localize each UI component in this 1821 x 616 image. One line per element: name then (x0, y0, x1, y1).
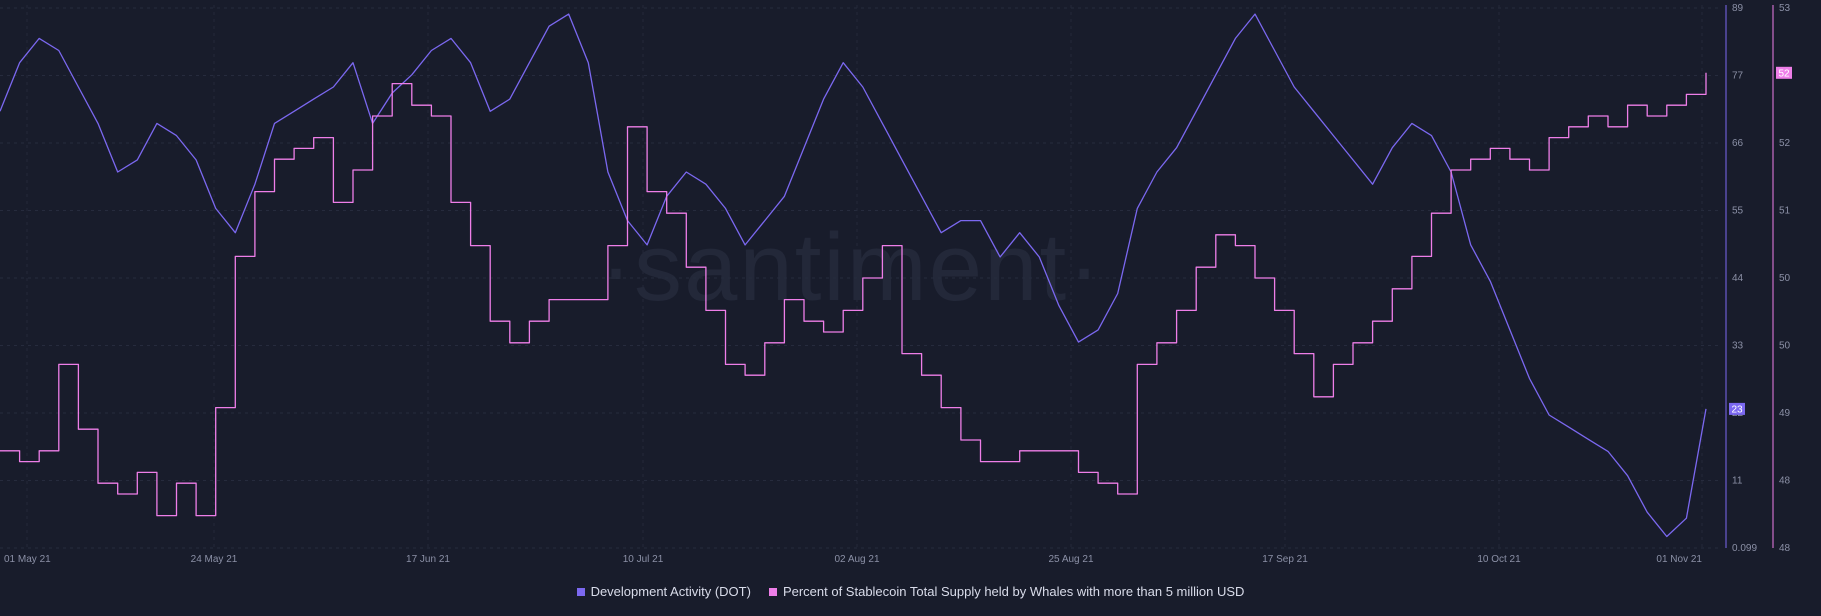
watermark: ·santiment· (600, 214, 1102, 321)
right-axis-tick-label: 48 (1779, 476, 1791, 487)
series-line-0[interactable] (0, 13, 1707, 538)
x-axis-ticks: 01 May 21 24 May 21 17 Jun 21 10 Jul 21 02 A… (4, 554, 1702, 565)
right-axis-tick-label: 51 (1779, 206, 1791, 217)
x-axis-tick-label: 01 May 21 (4, 554, 51, 565)
right-axis-ticks: 53 52 52 51 50 50 49 48 48 (1779, 3, 1791, 554)
right-axis-tick-label: 53 (1779, 3, 1791, 14)
legend-label-development-activity: Development Activity (DOT) (590, 584, 751, 599)
legend-label-stablecoin-whales: Percent of Stablecoin Total Supply held … (782, 584, 1245, 599)
x-axis-tick-label: 25 Aug 21 (1048, 554, 1093, 565)
x-axis-tick-label: 01 Nov 21 (1656, 554, 1702, 565)
legend: Development Activity (DOT) Percent of St… (0, 584, 1821, 599)
current-value-badge-1 (1776, 66, 1792, 79)
left-axis-tick-label: 44 (1732, 273, 1744, 284)
x-axis-tick-label: 10 Jul 21 (623, 554, 664, 565)
left-axis-tick-label: 77 (1732, 71, 1744, 82)
left-axis-tick-label: 55 (1732, 206, 1744, 217)
series-group (0, 13, 1707, 538)
left-axis-tick-label: 33 (1732, 341, 1744, 352)
legend-item-development-activity[interactable]: Development Activity (DOT) (576, 584, 751, 599)
x-axis-tick-label: 10 Oct 21 (1477, 554, 1521, 565)
left-axis-tick-label: 11 (1732, 476, 1743, 487)
series-line-1[interactable] (0, 72, 1707, 517)
right-axis-tick-label: 48 (1779, 543, 1791, 554)
current-value-label-1: 52 (1778, 68, 1790, 79)
legend-item-stablecoin-whales[interactable]: Percent of Stablecoin Total Supply held … (768, 584, 1245, 599)
legend-swatch-development-activity (576, 587, 585, 596)
chart-area: ·santiment· 01 May 21 24 May 21 17 Jun 21 1… (0, 3, 1792, 565)
grid-lines (0, 5, 1722, 549)
x-axis-tick-label: 17 Jun 21 (406, 554, 450, 565)
right-axis-tick-label: 52 (1779, 138, 1791, 149)
x-axis-tick-label: 02 Aug 21 (834, 554, 879, 565)
left-axis-ticks: 89776655443322110.099 (1732, 3, 1757, 554)
left-axis-tick-label: 89 (1732, 3, 1744, 14)
x-axis-tick-label: 24 May 21 (191, 554, 238, 565)
current-value-label-0: 23 (1731, 404, 1743, 415)
x-axis-tick-label: 17 Sep 21 (1262, 554, 1308, 565)
current-value-badge-0 (1729, 402, 1745, 415)
right-axis-tick-label: 50 (1779, 273, 1791, 284)
right-axis-tick-label: 50 (1779, 341, 1791, 352)
left-axis-tick-label: 66 (1732, 138, 1744, 149)
left-axis-tick-label: 0.099 (1732, 543, 1757, 554)
current-value-badges: 23 52 (1729, 66, 1792, 415)
legend-swatch-stablecoin-whales (768, 587, 777, 596)
right-axis-tick-label: 49 (1779, 408, 1791, 419)
